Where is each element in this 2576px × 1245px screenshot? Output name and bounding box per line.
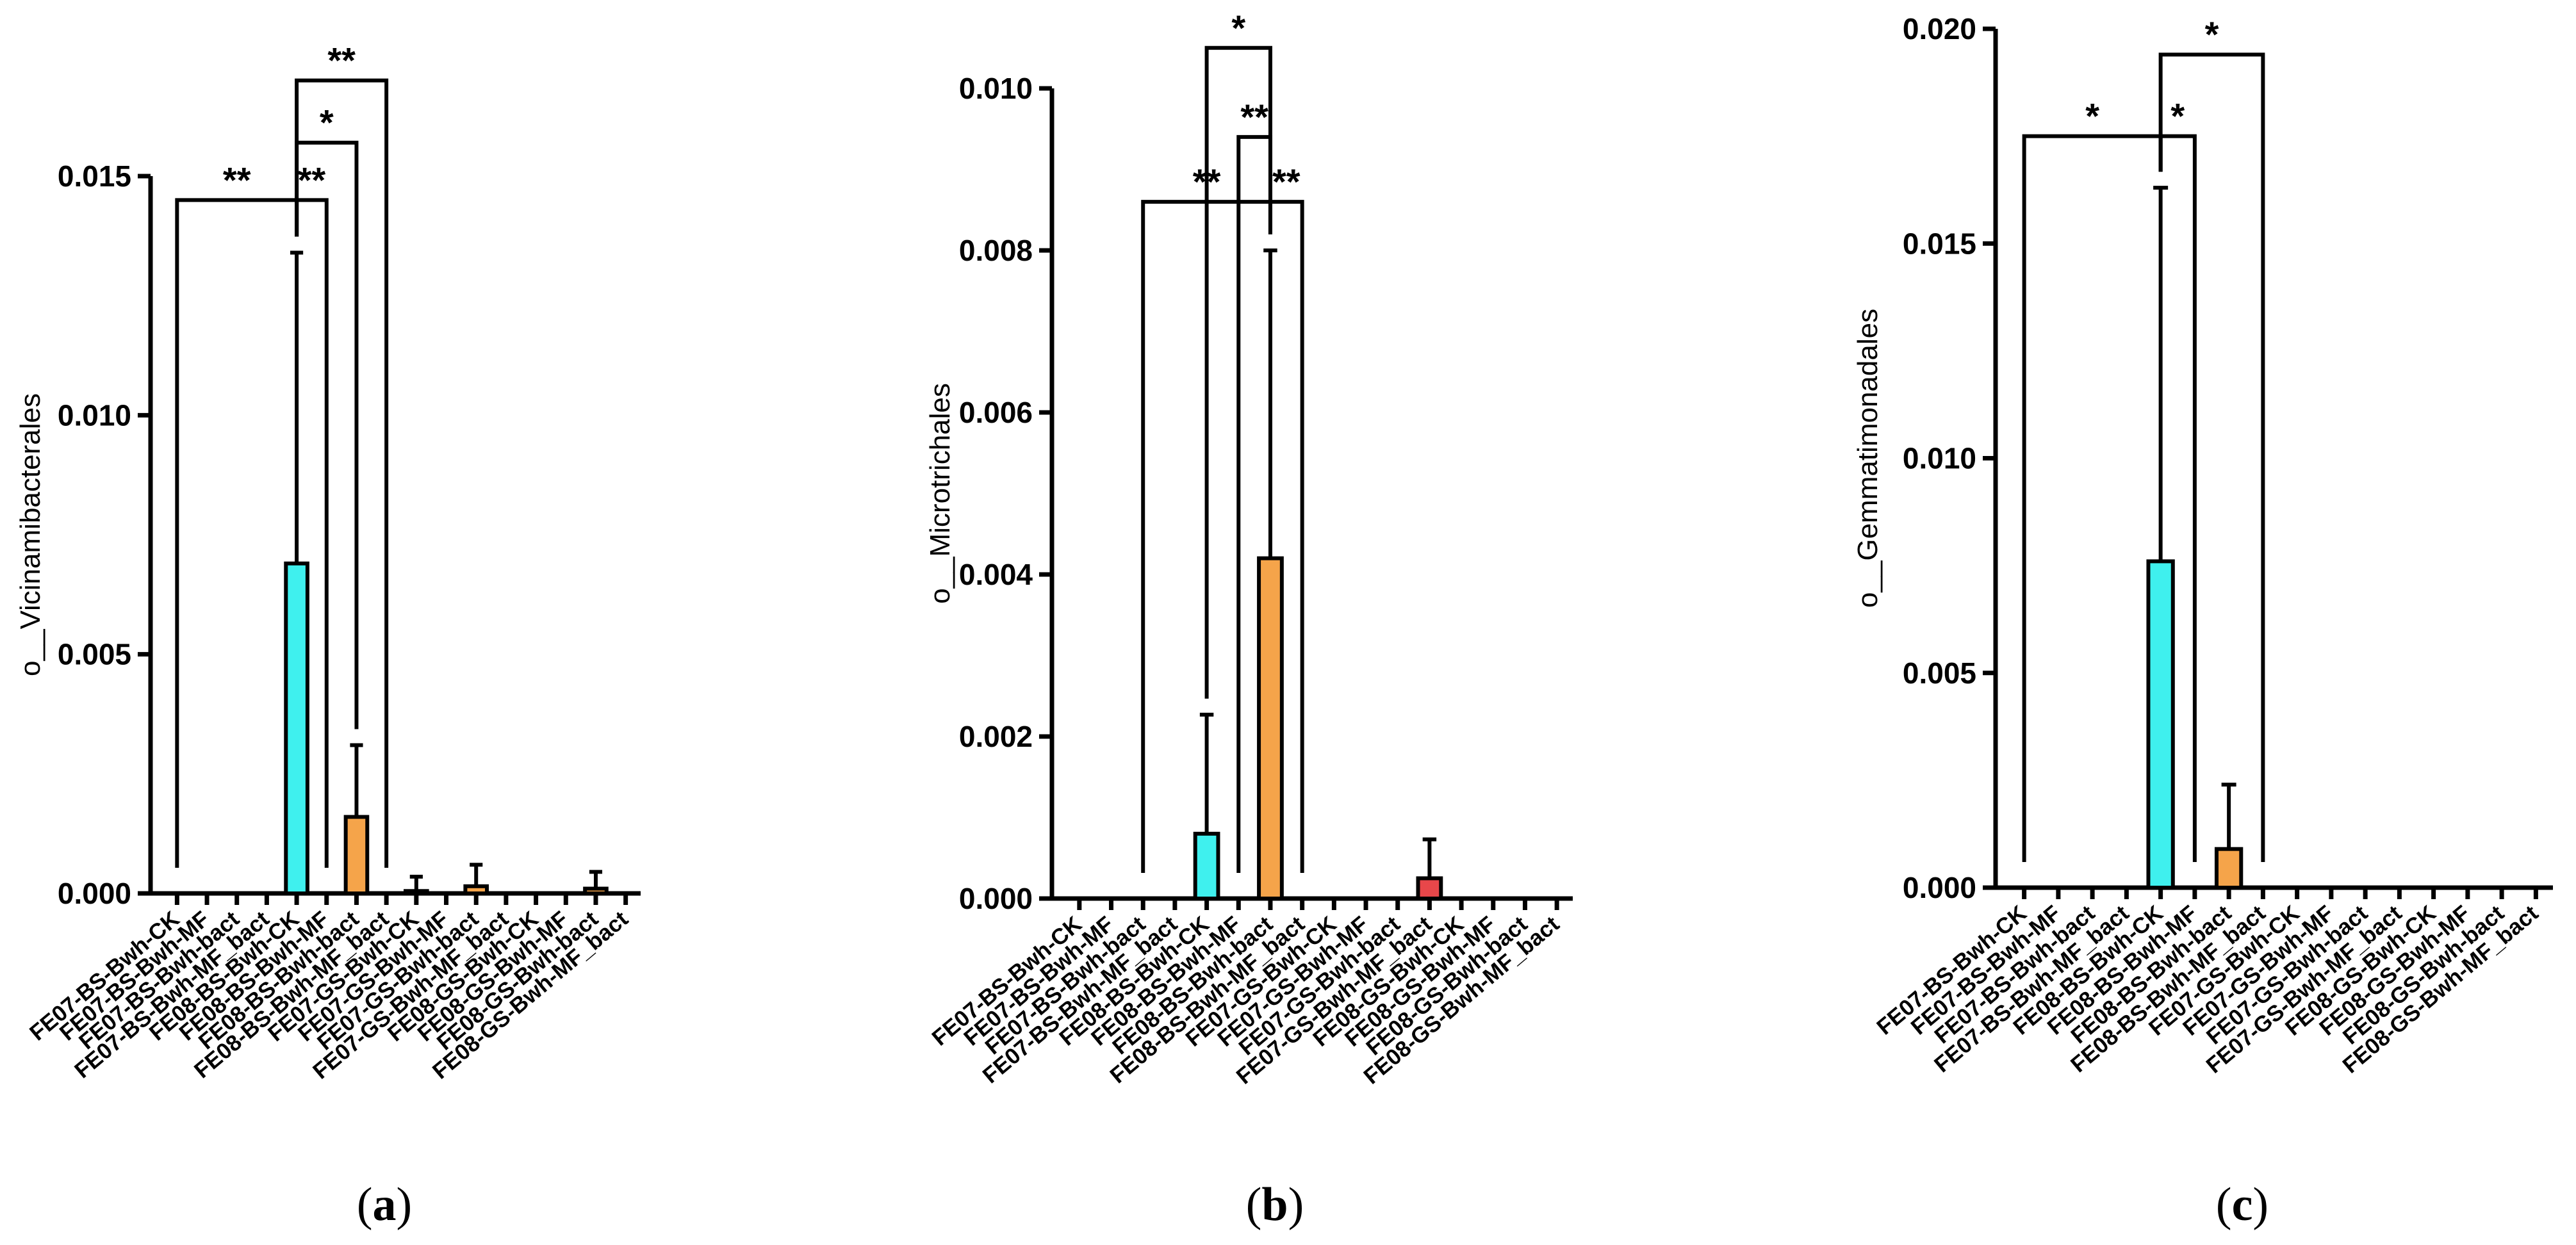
panel-label: (b): [1246, 1178, 1304, 1231]
bar: [284, 561, 309, 895]
y-tick-label: 0.000: [58, 877, 131, 910]
y-tick-label: 0.010: [959, 72, 1033, 105]
panel-label: (a): [357, 1178, 412, 1231]
y-tick-label: 0.004: [959, 558, 1033, 591]
bar: [1193, 831, 1220, 901]
bar: [463, 884, 489, 896]
chart-panel-a: 0.000 0.005 0.010 0.015 o__Vicinamibacterale…: [15, 40, 641, 1231]
y-tick-label: 0.005: [1903, 656, 1976, 690]
significance-label: **: [1272, 161, 1300, 202]
significance-label: *: [2205, 14, 2219, 54]
significance-label: *: [2085, 96, 2099, 136]
y-tick-label: 0.000: [1903, 871, 1976, 904]
significance-label: **: [1240, 97, 1268, 137]
y-tick-label: 0.015: [1903, 227, 1976, 260]
y-tick-label: 0.010: [1903, 442, 1976, 475]
significance-bracket: [295, 78, 389, 868]
y-tick-label: 0.008: [959, 234, 1033, 267]
significance-label: **: [223, 159, 251, 200]
y-tick-label: 0.000: [959, 882, 1033, 915]
y-axis-label: o__Gemmatimonadales: [1852, 309, 1883, 608]
bar: [404, 889, 429, 896]
significance-label: **: [327, 40, 356, 81]
y-tick-label: 0.005: [58, 638, 131, 671]
y-axis-label: o__Vicinamibacterales: [15, 393, 46, 676]
y-axis-label: o__Microtrichales: [924, 383, 956, 604]
bar: [583, 886, 609, 895]
bar: [2214, 847, 2244, 890]
bar: [2146, 559, 2175, 890]
significance-label: *: [320, 102, 334, 143]
significance-label: **: [298, 159, 326, 200]
significance-bracket: [1204, 45, 1272, 699]
bar: [343, 815, 370, 895]
y-tick-label: 0.002: [959, 720, 1033, 753]
y-tick-label: 0.010: [58, 398, 131, 432]
bar: [1257, 556, 1284, 900]
y-tick-label: 0.020: [1903, 12, 1976, 45]
chart-panel-c: 0.000 0.005 0.010 0.015 0.020 o__Gemmatimonad…: [1852, 12, 2553, 1231]
bar: [1416, 876, 1443, 900]
significance-bracket: [2022, 134, 2163, 862]
significance-label: *: [1231, 8, 1245, 48]
chart-panel-b: 0.000 0.002 0.004 0.006 0.008 0.010 o__Microtr…: [924, 8, 1573, 1231]
significance-bracket: [175, 198, 299, 868]
panel-label: (c): [2216, 1178, 2268, 1231]
y-tick-label: 0.006: [959, 396, 1033, 429]
significance-bracket: [2158, 53, 2265, 862]
significance-label: *: [2170, 96, 2185, 136]
y-tick-label: 0.015: [58, 159, 131, 193]
